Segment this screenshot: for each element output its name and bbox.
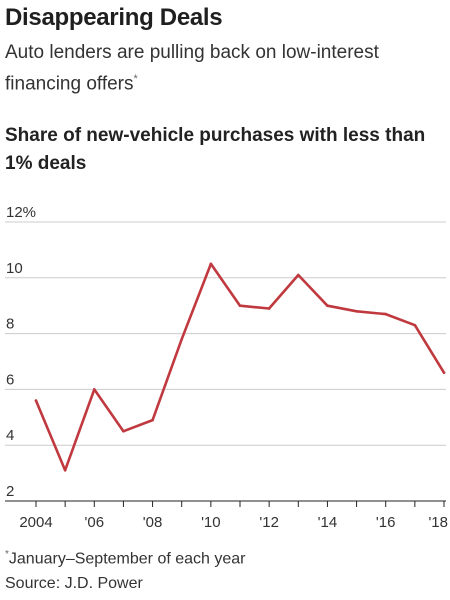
source-note: Source: J.D. Power (5, 575, 143, 592)
data-point-2009 (180, 337, 184, 341)
data-point-2017 (413, 323, 417, 327)
x-tick-label-2012: '12 (259, 514, 279, 531)
data-point-2012 (267, 307, 271, 310)
y-tick-label-10: 10 (6, 260, 23, 277)
data-point-2013 (296, 273, 300, 277)
x-axis-ticks: 2004 '06 '08 '10 '12 '14 '16 '18 (19, 514, 448, 531)
y-tick-label-2: 2 (6, 483, 14, 500)
y-tick-label-12: 12% (6, 204, 36, 221)
x-tick-label-2008: '08 (143, 514, 163, 531)
x-tick-label-2014: '14 (318, 514, 338, 531)
x-tick-label-2010: '10 (201, 514, 221, 531)
series-layer (34, 262, 446, 472)
chart-title: Share of new-vehicle purchases with less… (5, 125, 426, 174)
subtitle-footnote-mark: * (133, 73, 138, 85)
data-point-2015 (355, 309, 358, 313)
data-point-2008 (151, 418, 154, 422)
footnote-text: January–September of each year (8, 550, 246, 568)
data-point-2014 (326, 304, 329, 308)
x-tick-label-2006: '06 (85, 514, 105, 531)
subtitle-text: Auto lenders are pulling back on low-int… (5, 42, 379, 95)
x-tick-label-2016: '16 (376, 514, 396, 531)
data-point-2010 (209, 262, 213, 266)
footnote-mark: * (5, 549, 9, 560)
x-tick-label-2004: 2004 (19, 514, 52, 531)
footnote: *January–September of each year (5, 549, 246, 568)
series-line-0 (34, 262, 446, 472)
chart-subtitle: Auto lenders are pulling back on low-int… (5, 40, 445, 97)
data-point-2007 (122, 429, 125, 433)
y-tick-label-6: 6 (6, 371, 14, 388)
data-point-2004 (34, 399, 38, 402)
data-point-2005 (63, 469, 67, 472)
y-axis-ticks: 12% 10 8 6 4 2 (6, 204, 36, 500)
data-point-2006 (92, 388, 96, 391)
x-tick-label-2018: '18 (428, 514, 448, 531)
data-point-2018 (442, 371, 446, 374)
gridlines (5, 221, 446, 446)
data-point-2016 (384, 312, 388, 316)
y-tick-label-8: 8 (6, 316, 14, 333)
x-axis (5, 500, 446, 507)
y-tick-label-4: 4 (6, 427, 14, 444)
data-point-2011 (238, 304, 242, 308)
chart-headline: Disappearing Deals (5, 4, 223, 31)
